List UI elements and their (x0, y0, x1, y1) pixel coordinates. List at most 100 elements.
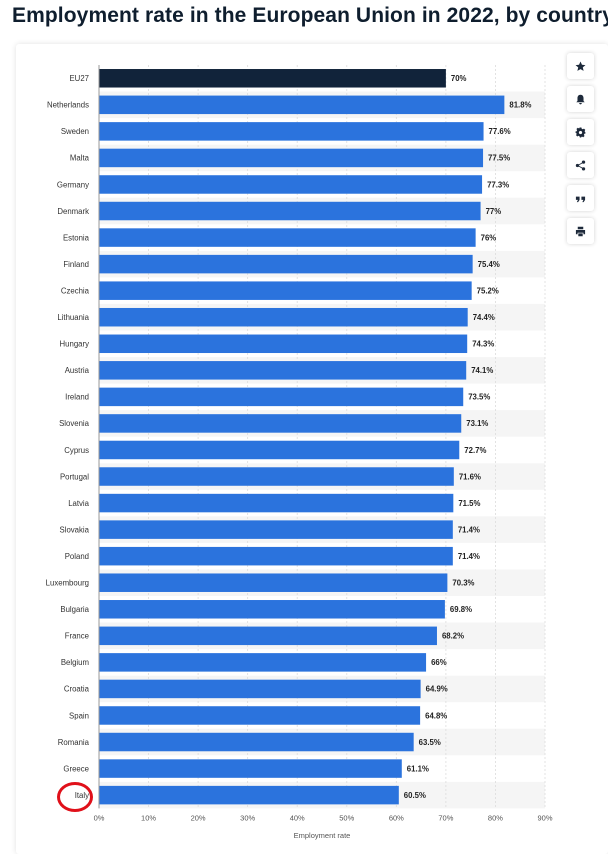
value-label: 63.5% (419, 738, 441, 747)
category-labels: EU27 Netherlands Sweden Malta Germany Denmark… (46, 74, 90, 800)
bar-eu27[interactable] (99, 69, 446, 88)
bar-ireland[interactable] (99, 387, 464, 407)
bar-cyprus[interactable] (99, 440, 460, 460)
category-label: Bulgaria (60, 605, 89, 614)
italy-annotation-circle (57, 782, 93, 812)
bar-romania[interactable] (99, 732, 414, 752)
bar-luxembourg[interactable] (99, 573, 448, 592)
category-label: Finland (63, 260, 89, 269)
bar-denmark[interactable] (99, 201, 481, 221)
value-labels: 70% 81.8% 77.6% 77.5% 77.3% 77% 76% 75.4% 75.2% 7… (404, 74, 532, 800)
share-button[interactable] (567, 152, 594, 178)
value-label: 64.9% (426, 685, 448, 694)
category-label: Czechia (61, 286, 90, 295)
category-label: Lithuania (57, 313, 89, 322)
value-label: 77% (486, 207, 502, 216)
x-tick-label: 40% (290, 813, 305, 822)
chart-toolbar (567, 53, 594, 244)
bar-bulgaria[interactable] (99, 600, 445, 619)
bar-greece[interactable] (99, 759, 402, 778)
bar-lithuania[interactable] (99, 307, 468, 327)
category-label: Latvia (68, 499, 89, 508)
value-label: 74.3% (472, 340, 494, 349)
value-label: 64.8% (425, 711, 447, 720)
x-axis-title: Employment rate (294, 831, 351, 840)
x-tick-label: 20% (191, 813, 206, 822)
notification-button[interactable] (567, 86, 594, 112)
value-label: 69.8% (450, 605, 472, 614)
star-icon (575, 61, 586, 71)
x-tick-label: 30% (240, 813, 255, 822)
category-label: Malta (70, 154, 90, 163)
chart-title: Employment rate in the European Union in… (12, 4, 608, 27)
bar-belgium[interactable] (99, 653, 427, 672)
bar-hungary[interactable] (99, 334, 468, 354)
bar-slovakia[interactable] (99, 520, 453, 539)
bar-latvia[interactable] (99, 493, 454, 513)
category-label: Greece (63, 764, 89, 773)
x-tick-label: 0% (94, 813, 105, 822)
bar-italy[interactable] (99, 785, 399, 805)
bars (99, 69, 505, 805)
share-icon (575, 159, 586, 171)
category-label: Slovenia (59, 419, 90, 428)
x-tick-label: 10% (141, 813, 156, 822)
favorite-button[interactable] (567, 53, 594, 79)
category-label: Slovakia (60, 525, 90, 534)
value-label: 75.2% (477, 286, 499, 295)
bar-estonia[interactable] (99, 228, 476, 247)
print-button[interactable] (567, 218, 594, 244)
category-label: Portugal (60, 472, 89, 481)
value-label: 66% (431, 658, 447, 667)
category-label: Estonia (63, 233, 90, 242)
category-label: Spain (69, 711, 89, 720)
bar-france[interactable] (99, 626, 437, 646)
bar-croatia[interactable] (99, 679, 421, 699)
x-tick-label: 50% (339, 813, 354, 822)
value-label: 81.8% (509, 101, 531, 110)
value-label: 61.1% (407, 764, 429, 773)
value-label: 71.5% (458, 499, 480, 508)
bar-sweden[interactable] (99, 122, 484, 141)
value-label: 77.3% (487, 180, 509, 189)
bar-finland[interactable] (99, 254, 473, 274)
value-label: 72.7% (464, 446, 486, 455)
value-label: 70% (451, 74, 467, 83)
category-label: EU27 (69, 74, 89, 83)
gridlines (98, 65, 546, 809)
category-label: Ireland (65, 393, 89, 402)
value-label: 74.1% (471, 366, 493, 375)
x-tick-label: 80% (488, 813, 503, 822)
value-label: 75.4% (478, 260, 500, 269)
category-label: Netherlands (47, 101, 89, 110)
value-label: 74.4% (473, 313, 495, 322)
bar-spain[interactable] (99, 706, 421, 725)
bar-czechia[interactable] (99, 281, 472, 300)
print-icon (575, 226, 586, 236)
bar-austria[interactable] (99, 361, 467, 380)
category-label: France (65, 632, 89, 641)
category-label: Hungary (60, 340, 90, 349)
x-tick-labels: 0% 10% 20% 30% 40% 50% 60% 70% 80% 90% (94, 813, 553, 822)
cite-button[interactable] (567, 185, 594, 211)
value-label: 77.6% (489, 127, 511, 136)
bar-netherlands[interactable] (99, 95, 505, 115)
settings-button[interactable] (567, 119, 594, 145)
bar-slovenia[interactable] (99, 414, 462, 433)
gear-icon (575, 126, 586, 138)
category-label: Luxembourg (46, 579, 89, 588)
bar-malta[interactable] (99, 148, 484, 168)
category-label: Belgium (61, 658, 89, 667)
value-label: 71.6% (459, 472, 481, 481)
value-label: 77.5% (488, 154, 510, 163)
value-label: 60.5% (404, 791, 426, 800)
value-label: 73.1% (466, 419, 488, 428)
value-label: 73.5% (468, 393, 490, 402)
value-label: 71.4% (458, 552, 480, 561)
bar-germany[interactable] (99, 175, 483, 194)
bar-portugal[interactable] (99, 467, 454, 486)
x-tick-label: 60% (389, 813, 404, 822)
bell-icon (576, 94, 585, 104)
bar-poland[interactable] (99, 546, 453, 566)
